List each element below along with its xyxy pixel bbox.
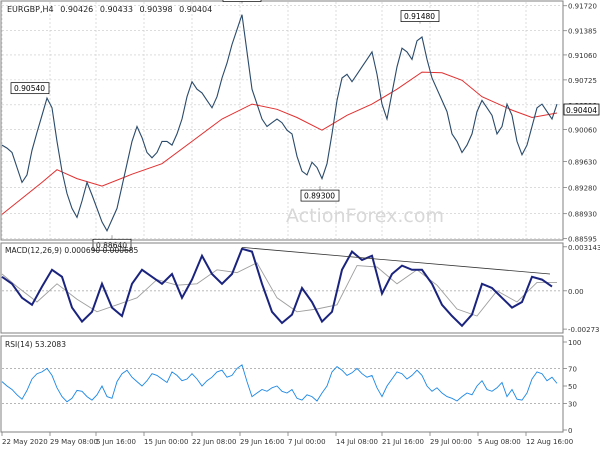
macd-panel: MACD(12,26,9) 0.000690 0.000685 0.003143… (0, 242, 600, 334)
price-line (1, 14, 558, 233)
price-annotation: 0.91750 (222, 0, 262, 4)
rsi-line (1, 364, 558, 403)
x-tick-label: 29 Jun 16:00 (240, 438, 284, 446)
price-tick-label: 0.90725 (568, 77, 597, 85)
x-tick-label: 22 May 2020 (2, 438, 48, 446)
price-tick-label: 0.89280 (568, 185, 597, 193)
moving-average-line (1, 71, 558, 215)
annotation-label: 0.88640 (96, 241, 127, 250)
price-tick-label: 0.88930 (568, 211, 597, 219)
price-tick-label: 0.91060 (568, 52, 597, 60)
annotation-box (10, 82, 50, 95)
current-price-box (563, 103, 600, 116)
price-annotation: 0.88640 (92, 235, 132, 251)
price-annotation: 0.89300 (300, 186, 340, 202)
x-tick-label: 29 May 08:00 (50, 438, 98, 446)
x-tick-label: 29 Jul 00:00 (430, 438, 472, 446)
rsi-panel: RSI(14) 53.2083 100 70 50 30 0 (0, 335, 581, 435)
macd-tick-label: 0.003143 (568, 244, 600, 252)
current-price-tag: 0.90404 (563, 103, 600, 116)
rsi-tick-label: 50 (568, 383, 577, 391)
x-tick-label: 7 Jul 00:00 (288, 438, 326, 446)
rsi-tick-label: 70 (568, 365, 577, 373)
rsi-levels (2, 367, 562, 405)
price-close: 0.90404 (179, 5, 212, 14)
macd-panel-frame (0, 242, 564, 334)
x-tick-label: 12 Aug 16:00 (526, 438, 573, 446)
x-tick-label: 14 Jul 08:00 (336, 438, 378, 446)
annotation-box (222, 0, 262, 2)
x-axis: 22 May 2020 29 May 08:005 Jun 16:00 15 Jun… (1, 432, 573, 446)
x-tick-label: 22 Jun 08:00 (192, 438, 236, 446)
price-tick-label: 0.90060 (568, 126, 597, 134)
macd-tick-label: 0.00 (568, 288, 584, 296)
annotation-label: 0.91480 (404, 12, 435, 21)
rsi-tick-label: 30 (568, 401, 577, 409)
x-tick-label: 5 Jun 16:00 (96, 438, 136, 446)
annotation-box (400, 10, 440, 22)
macd-header: MACD(12,26,9) 0.000690 0.000685 (5, 246, 139, 255)
rsi-y-axis: 100 70 50 30 0 (563, 339, 581, 435)
price-open: 0.90426 (60, 5, 93, 14)
price-low: 0.90398 (139, 5, 172, 14)
price-high: 0.90433 (100, 5, 133, 14)
price-tick-label: 0.91385 (568, 28, 597, 36)
annotation-label: 0.90540 (14, 84, 45, 93)
rsi-header: RSI(14) 53.2083 (5, 340, 66, 349)
macd-trendline (241, 247, 551, 275)
watermark: ActionForex.com (286, 205, 444, 227)
price-tick-label: 0.89630 (568, 158, 597, 166)
price-tick-label: 0.88595 (568, 236, 597, 244)
annotation-box (300, 189, 340, 202)
annotation-label: 0.91750 (226, 0, 257, 1)
rsi-panel-frame (0, 335, 564, 433)
macd-tick-label: -0.002737 (568, 326, 600, 334)
macd-y-axis: 0.003143 0.00 -0.002737 (563, 244, 600, 334)
macd-signal-line (1, 262, 557, 317)
x-tick-label: 15 Jun 00:00 (144, 438, 188, 446)
price-panel-frame (0, 0, 564, 241)
x-tick-label: 5 Aug 08:00 (478, 438, 521, 446)
annotation-label: 0.89300 (304, 192, 335, 201)
price-annotations: 0.91750 0.91480 0.90540 0.89300 0.88640 (10, 0, 440, 251)
price-annotation: 0.90540 (10, 82, 50, 95)
macd-line (1, 247, 553, 328)
price-symbol: EURGBP,H4 (7, 5, 54, 14)
current-price-label: 0.90404 (566, 106, 597, 115)
rsi-tick-label: 100 (568, 339, 581, 347)
price-annotation: 0.91480 (400, 10, 440, 24)
x-tick-label: 21 Jul 16:00 (382, 438, 424, 446)
annotation-box (92, 238, 132, 251)
price-tick-label: 0.91720 (568, 3, 597, 11)
price-header: EURGBP,H4 0.90426 0.90433 0.90398 0.9040… (7, 5, 212, 14)
rsi-tick-label: 0 (568, 427, 572, 435)
price-panel: EURGBP,H4 0.90426 0.90433 0.90398 0.9040… (0, 0, 600, 251)
